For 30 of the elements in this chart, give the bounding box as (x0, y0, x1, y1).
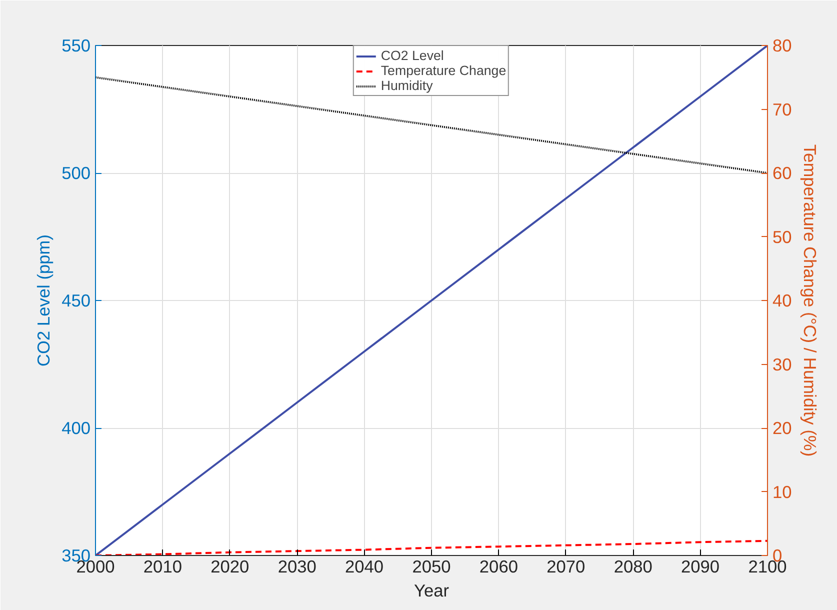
line-series (96, 46, 768, 556)
y2-tick-label: 80 (772, 36, 792, 56)
x-tick-label: 2090 (681, 556, 720, 576)
x-tick-label: 2010 (143, 556, 182, 576)
legend-label: CO2 Level (380, 48, 444, 63)
x-tick-label: 2020 (210, 556, 250, 576)
y2-tick-label: 50 (772, 226, 792, 247)
y2-axis-title: Temperature Change (°C) / Humidity (%) (800, 144, 820, 457)
x-tick-label: 2040 (345, 556, 384, 576)
y-tick-label: 450 (62, 290, 91, 310)
legend-label: Humidity (380, 78, 433, 93)
y2-tick-label: 70 (772, 99, 792, 120)
x-tick-label: 2080 (614, 556, 652, 576)
y-tick-label: 500 (62, 163, 91, 183)
legend-label: Temperature Change (380, 63, 506, 78)
y-tick-label: 400 (62, 418, 91, 438)
y2-tick-label: 40 (772, 290, 792, 310)
x-tick-label: 2070 (546, 556, 586, 576)
y2-tick-label: 20 (772, 418, 792, 438)
x-tick-label: 2050 (412, 556, 451, 576)
x-tick-label: 2060 (479, 556, 518, 576)
y-tick-label: 550 (62, 36, 91, 56)
x-axis-title: Year (414, 580, 450, 600)
y2-tick-label: 10 (772, 482, 792, 502)
line-series (96, 540, 768, 556)
y2-tick-label: 30 (772, 354, 792, 374)
y-axis-title: CO2 Level (ppm) (34, 234, 54, 366)
x-tick-label: 2030 (278, 556, 316, 576)
y2-tick-label: 60 (772, 163, 792, 183)
line-series (96, 76, 768, 174)
